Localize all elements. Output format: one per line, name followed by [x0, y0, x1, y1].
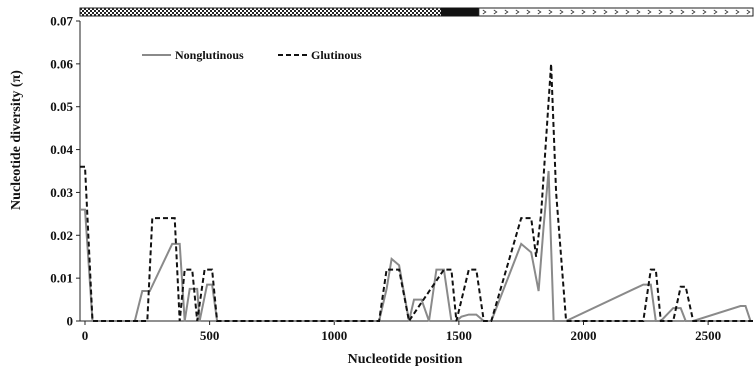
y-tick-label: 0.04: [50, 142, 73, 157]
y-axis-ticks: 0 0.01 0.02 0.03 0.04 0.05 0.06 0.07: [50, 14, 80, 329]
structure-arrow-mark: [537, 9, 542, 15]
structure-arrow-mark: [669, 9, 674, 15]
structure-arrow-mark: [504, 9, 509, 15]
structure-arrow-mark: [735, 9, 740, 15]
structure-arrow-mark: [603, 9, 608, 15]
x-tick-label: 1000: [321, 328, 347, 343]
structure-arrow-mark: [691, 9, 696, 15]
structure-segment-arrows: [478, 7, 754, 17]
structure-arrow-mark: [592, 9, 597, 15]
legend-label-glutinous: Glutinous: [311, 48, 362, 62]
structure-arrow-mark: [482, 9, 487, 15]
y-tick-label: 0.05: [50, 99, 73, 114]
series-lines: [80, 63, 753, 324]
structure-arrow-mark: [548, 9, 553, 15]
structure-arrow-mark: [647, 9, 652, 15]
y-tick-label: 0: [67, 314, 74, 329]
x-tick-label: 0: [82, 328, 89, 343]
x-tick-label: 2000: [571, 328, 597, 343]
series-line-nonglutinous: [80, 170, 752, 322]
structure-arrow-mark: [702, 9, 707, 15]
structure-arrow-mark: [614, 9, 619, 15]
x-axis-title: Nucleotide position: [348, 352, 463, 367]
structure-segment-checkered: [79, 7, 442, 17]
y-tick-label: 0.06: [50, 56, 73, 71]
structure-arrow-mark: [658, 9, 663, 15]
structure-arrow-mark: [713, 9, 718, 15]
structure-arrow-mark: [570, 9, 575, 15]
structure-arrow-mark: [625, 9, 630, 15]
structure-arrow-mark: [559, 9, 564, 15]
y-tick-label: 0.02: [50, 228, 73, 243]
x-tick-label: 1500: [446, 328, 472, 343]
gene-structure-bar: [79, 7, 754, 17]
y-axis-title: Nucleotide diversity (π): [9, 70, 24, 210]
structure-arrow-mark: [526, 9, 531, 15]
y-tick-label: 0.03: [50, 185, 73, 200]
structure-arrow-mark: [581, 9, 586, 15]
structure-arrow-mark: [493, 9, 498, 15]
structure-arrow-mark: [636, 9, 641, 15]
y-tick-label: 0.07: [50, 14, 73, 29]
series-line-glutinous: [80, 63, 753, 324]
x-tick-label: 500: [200, 328, 220, 343]
structure-arrow-mark: [724, 9, 729, 15]
y-tick-label: 0.01: [50, 271, 73, 286]
structure-segment-solid: [440, 7, 480, 17]
structure-arrow-mark: [515, 9, 520, 15]
structure-arrow-mark: [680, 9, 685, 15]
chart-legend: Nonglutinous Glutinous: [142, 48, 362, 62]
x-axis-ticks: 0 500 1000 1500 2000 2500: [82, 321, 721, 343]
x-tick-label: 2500: [695, 328, 721, 343]
structure-arrow-mark: [746, 9, 751, 15]
legend-label-nonglutinous: Nonglutinous: [175, 48, 244, 62]
